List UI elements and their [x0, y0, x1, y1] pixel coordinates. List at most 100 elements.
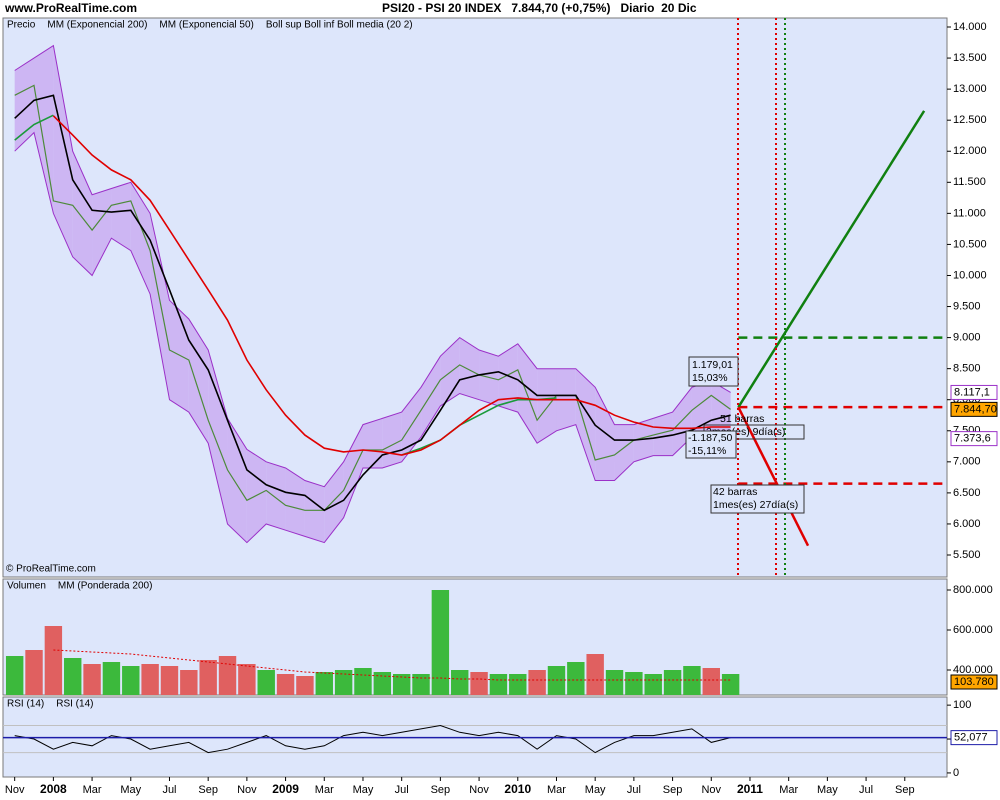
series-line: [14, 44, 731, 488]
bar: [412, 674, 430, 695]
bar: [683, 666, 701, 695]
value-box: [950, 401, 998, 417]
x-tick-label: 2011: [737, 782, 763, 796]
bar: [392, 674, 411, 695]
value-box: [950, 431, 998, 447]
y-tick-label: 11.500: [953, 176, 986, 188]
legend-entry: Volumen: [7, 581, 46, 592]
series-line: [14, 131, 731, 544]
band-fill: [633, 418, 654, 462]
y-tick-label: 600.000: [953, 624, 993, 636]
bar: [238, 664, 256, 695]
copyright: © ProRealTime.com: [6, 564, 96, 575]
band-fill: [537, 368, 557, 444]
x-tick-label: Sep: [663, 784, 683, 796]
y-tick-label: 13.500: [953, 52, 987, 64]
bar: [470, 672, 488, 695]
y-tick-label: 0: [953, 767, 959, 779]
x-tick-label: Sep: [431, 784, 451, 796]
trend-line: [737, 406, 810, 547]
bar: [489, 674, 508, 695]
y-tick-label: 11.000: [953, 207, 986, 219]
y-tick-label: 12.000: [953, 145, 987, 157]
bar: [586, 654, 604, 695]
bar: [102, 662, 121, 695]
x-tick-label: Nov: [237, 784, 257, 796]
bar: [721, 674, 740, 695]
band-fill: [130, 182, 151, 295]
bar: [315, 672, 333, 695]
y-tick-label: 6.000: [953, 518, 981, 530]
series-line: [52, 115, 731, 456]
bar: [354, 668, 372, 695]
annotation-box: [688, 356, 739, 387]
bar: [373, 672, 392, 695]
x-tick-label: Nov: [5, 784, 25, 796]
annotation: 1mes(es) 27día(s): [713, 499, 798, 511]
bar: [663, 670, 682, 695]
bar: [25, 650, 43, 695]
value-label: 7.373,6: [954, 433, 991, 445]
y-tick-label: 100: [953, 699, 971, 711]
bar: [276, 674, 295, 695]
value-box: [950, 730, 998, 746]
band-fill: [208, 350, 228, 524]
y-tick-label: 14.000: [953, 21, 987, 33]
annotation-box: [685, 430, 737, 459]
y-tick-label: 13.000: [953, 83, 987, 95]
band-fill: [653, 412, 673, 456]
x-tick-label: May: [353, 784, 374, 796]
band-fill: [362, 418, 383, 469]
legend-entry: RSI (14): [7, 699, 44, 710]
bar: [625, 672, 643, 695]
annotation: 15,03%: [692, 372, 728, 384]
x-tick-label: Jul: [162, 784, 176, 796]
x-tick-label: Sep: [895, 784, 915, 796]
legend-entry: MM (Ponderada 200): [58, 581, 153, 592]
y-tick-label: 400.000: [953, 664, 993, 676]
legend-entry: MM (Exponencial 200): [47, 20, 147, 31]
y-tick-label: 9.000: [953, 332, 981, 344]
band-fill: [711, 381, 731, 439]
band-fill: [227, 418, 247, 543]
trend-line: [737, 110, 926, 408]
bar: [122, 666, 140, 695]
x-tick-label: May: [585, 784, 606, 796]
band-fill: [285, 468, 305, 537]
x-tick-label: Sep: [198, 784, 218, 796]
x-tick-label: Jul: [395, 784, 409, 796]
x-tick-label: Nov: [469, 784, 489, 796]
band-fill: [150, 213, 170, 400]
band-fill: [479, 350, 499, 406]
bar: [644, 674, 662, 695]
band-fill: [72, 151, 93, 276]
annotation: 42 barras: [713, 486, 757, 498]
band-fill: [382, 412, 402, 469]
legend-entry: MM (Exponencial 50): [159, 20, 253, 31]
band-fill: [498, 343, 518, 413]
bar: [451, 670, 469, 695]
y-tick-label: 6.500: [953, 487, 981, 499]
x-tick-label: May: [120, 784, 141, 796]
legend-entry: RSI (14): [56, 699, 93, 710]
site-name: www.ProRealTime.com: [4, 1, 137, 15]
band-fill: [266, 461, 286, 531]
bar: [431, 590, 450, 695]
legend-entry: Precio: [7, 20, 36, 31]
y-tick-label: 12.500: [953, 114, 987, 126]
annotation: -1.187,50: [688, 432, 733, 444]
annotation: -15,11%: [688, 445, 726, 457]
y-tick-label: 5.500: [953, 549, 981, 561]
band-fill: [324, 461, 344, 543]
band-fill: [421, 356, 441, 437]
chart-title: PSI20 - PSI 20 INDEX 7.844,70 (+0,75%) D…: [382, 1, 697, 15]
bar: [64, 658, 82, 695]
annotation: 1.179,01: [692, 359, 733, 371]
bar: [44, 626, 63, 695]
bar: [567, 662, 585, 695]
x-tick-label: 2008: [40, 782, 67, 796]
x-tick-label: Mar: [315, 784, 334, 796]
panel-plot: [5, 590, 740, 695]
x-tick-label: Jul: [859, 784, 873, 796]
value-label: 7.844,70: [954, 403, 997, 415]
